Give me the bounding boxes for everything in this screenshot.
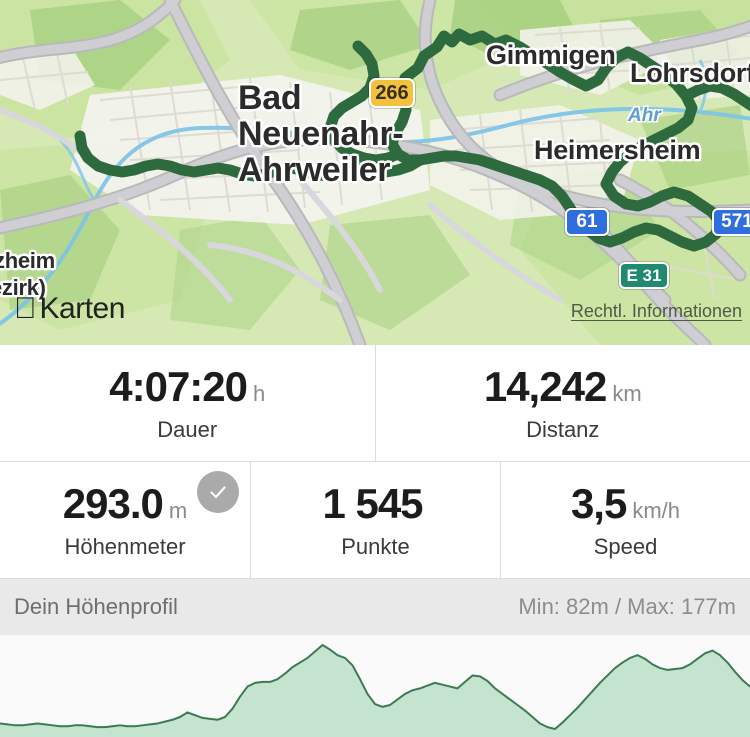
elevation-profile-title: Dein Höhenprofil: [14, 594, 178, 619]
stat-duration-label: Dauer: [157, 417, 218, 442]
stat-distance-value-group: 14,242 km: [484, 363, 642, 411]
stat-elevation-gain: 293.0 m Höhenmeter: [0, 462, 250, 578]
apple-logo-icon: : [14, 294, 37, 324]
stat-distance-value: 14,242: [483, 363, 607, 410]
stats-row-primary: 4:07:20 h Dauer 14,242 km Distanz: [0, 345, 750, 462]
stat-points-label: Punkte: [341, 534, 410, 559]
elevation-min-max: Min: 82m / Max: 177m: [518, 594, 736, 619]
map-label-heimersheim: Heimersheim: [534, 135, 701, 165]
map-label-ezirk: ezirk): [0, 275, 46, 300]
map-attribution:  Karten: [14, 292, 125, 326]
stat-distance-label: Distanz: [526, 417, 600, 442]
elevation-chart-svg: [0, 644, 750, 737]
elevation-area-fill: [0, 645, 750, 737]
elevation-line-stroke: [0, 644, 750, 730]
stat-speed-value: 3,5: [570, 480, 627, 527]
map-provider-label: Karten: [17, 292, 126, 325]
stat-speed-label: Speed: [593, 534, 658, 559]
map-label-zheim: zheim: [0, 248, 55, 273]
map-label-line-2: Neuenahr-: [238, 115, 404, 153]
legal-information-link[interactable]: Rechtl. Informationen: [570, 301, 742, 321]
stat-points: 1 545 Punkte: [250, 462, 500, 578]
road-shield-61: 61: [565, 208, 609, 236]
stat-points-value: 1 545: [322, 480, 423, 527]
stat-elevation-value-group: 293.0 m: [63, 480, 187, 528]
road-shield-571: 571: [712, 208, 750, 236]
stat-distance: 14,242 km Distanz: [374, 345, 750, 461]
map-label-line-3: Ahrweiler: [238, 151, 391, 189]
stat-points-value-group: 1 545: [322, 480, 428, 528]
map-canvas: [0, 0, 750, 345]
map-label-line-1: Bad: [238, 79, 302, 117]
stat-duration-value: 4:07:20: [109, 363, 248, 410]
road-shield-e31: E 31: [619, 262, 669, 289]
route-map[interactable]: Bad Neuenahr- Ahrweiler Gimmigen Lohrsdo…: [0, 0, 750, 345]
stat-elevation-unit: m: [168, 498, 188, 523]
elevation-profile-chart[interactable]: [0, 635, 750, 737]
stat-duration-unit: h: [253, 381, 266, 406]
stat-speed: 3,5 km/h Speed: [500, 462, 750, 578]
stat-elevation-value: 293.0: [62, 480, 164, 527]
stat-speed-unit: km/h: [632, 498, 681, 523]
stat-speed-value-group: 3,5 km/h: [571, 480, 680, 528]
stats-row-secondary: 293.0 m Höhenmeter 1 545 Punkte 3,5 km/h…: [0, 462, 750, 579]
stat-duration-value-group: 4:07:20 h: [109, 363, 265, 411]
map-label-bad-neuenahr-ahrweiler: Bad Neuenahr- Ahrweiler: [238, 79, 404, 189]
elevation-profile-header: Dein Höhenprofil Min: 82m / Max: 177m: [0, 579, 750, 635]
stat-distance-unit: km: [612, 381, 642, 406]
map-label-lohrsdorf: Lohrsdorf: [630, 58, 750, 88]
verified-check-icon[interactable]: [197, 471, 239, 513]
road-shield-266: 266: [369, 78, 415, 108]
map-label-river-ahr: Ahr: [628, 105, 661, 126]
stat-elevation-label: Höhenmeter: [64, 534, 186, 559]
map-label-gimmigen: Gimmigen: [486, 40, 616, 70]
stat-duration: 4:07:20 h Dauer: [0, 345, 375, 461]
